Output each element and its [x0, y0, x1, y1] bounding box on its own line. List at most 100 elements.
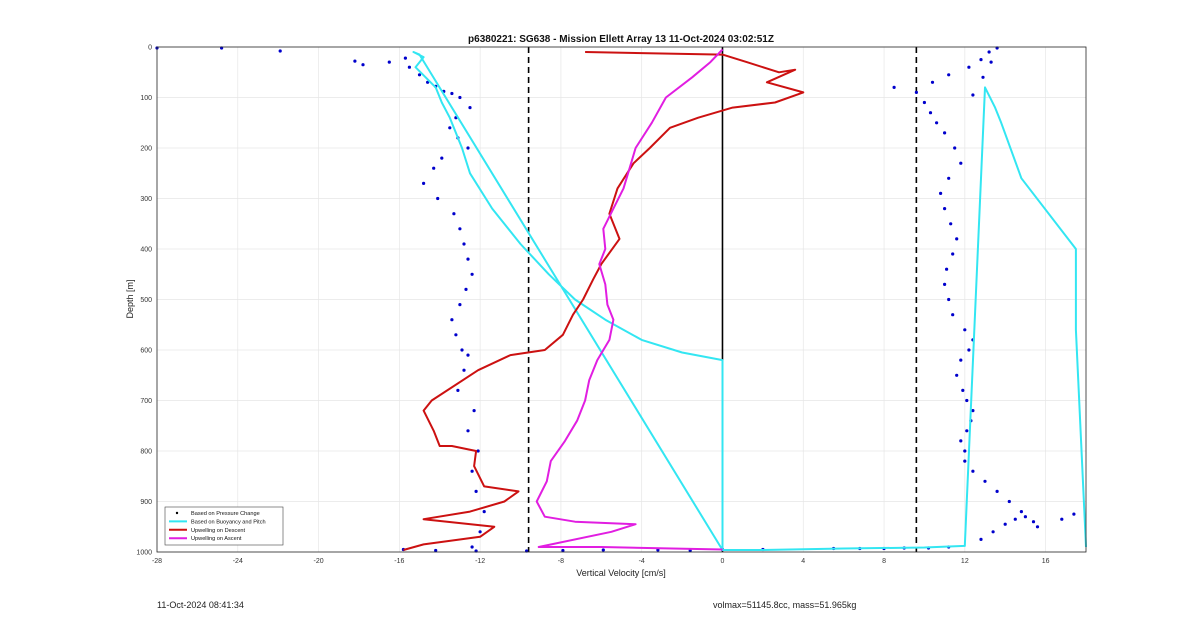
data-point — [470, 272, 474, 276]
data-point — [450, 91, 454, 96]
y-tick-label: 200 — [140, 146, 152, 153]
data-point — [971, 93, 975, 97]
x-tick-label: -8 — [558, 558, 564, 565]
data-point — [458, 303, 462, 307]
data-point — [947, 73, 951, 77]
series-2 — [403, 51, 805, 551]
data-point — [959, 439, 963, 443]
data-point — [476, 449, 480, 453]
x-tick-label: 16 — [1042, 558, 1050, 565]
data-point — [892, 85, 896, 89]
data-point — [979, 537, 983, 542]
data-point — [951, 313, 955, 317]
legend-label: Based on Buoyancy and Pitch — [191, 519, 266, 525]
x-tick-label: -4 — [639, 558, 645, 565]
x-tick-label: -24 — [233, 558, 243, 565]
y-tick-label: 600 — [140, 348, 152, 355]
y-tick-labels: 0 100 200 300 400 500 600 700 800 900 1000 — [136, 45, 152, 557]
data-point — [1023, 515, 1027, 519]
data-point — [961, 388, 965, 392]
data-point — [922, 100, 927, 105]
data-point — [1035, 525, 1040, 529]
data-point — [1031, 520, 1036, 524]
data-point — [448, 126, 452, 130]
data-point — [965, 429, 969, 433]
data-point — [943, 282, 947, 286]
x-axis-label: Vertical Velocity [cm/s] — [576, 568, 666, 578]
data-point — [963, 449, 967, 453]
data-point — [458, 227, 462, 231]
data-point — [955, 237, 959, 241]
x-tick-label: -12 — [475, 558, 485, 565]
data-point — [979, 58, 983, 62]
legend: Based on Pressure Change Based on Buoyanc… — [164, 506, 284, 546]
x-tick-label: -28 — [152, 558, 162, 565]
data-point — [963, 328, 967, 332]
series-3 — [535, 48, 724, 551]
data-point — [482, 510, 486, 514]
x-tick-label: 8 — [882, 558, 886, 565]
legend-label: Upwelling on Ascent — [191, 536, 242, 542]
data-point — [1013, 517, 1017, 521]
data-point — [353, 59, 357, 63]
data-point — [407, 65, 411, 69]
data-point — [951, 252, 955, 256]
y-tick-label: 800 — [140, 449, 152, 456]
data-point — [601, 548, 605, 552]
x-tick-label: -16 — [394, 558, 404, 565]
data-point — [460, 348, 464, 352]
series-1 — [412, 51, 1087, 551]
data-point — [967, 348, 971, 352]
x-tick-labels: -28 -24 -20 -16 -12 -8 -4 0 4 8 12 16 — [152, 558, 1050, 565]
data-point — [462, 368, 466, 372]
y-tick-label: 1000 — [136, 550, 152, 557]
x-tick-label: 4 — [801, 558, 805, 565]
data-point — [995, 489, 999, 493]
data-point — [1072, 512, 1076, 516]
data-point — [965, 398, 969, 403]
data-point — [468, 106, 472, 110]
y-tick-label: 700 — [140, 398, 152, 405]
data-point — [914, 90, 919, 94]
data-point — [967, 65, 971, 69]
grid — [156, 46, 1086, 553]
data-point — [470, 545, 474, 549]
legend-label: Upwelling on Descent — [191, 528, 246, 534]
data-point — [478, 530, 482, 534]
series-line — [535, 48, 724, 551]
series-group — [155, 46, 1087, 553]
data-point — [422, 181, 426, 185]
timestamp-footer: 11-Oct-2024 08:41:34 — [157, 600, 244, 610]
data-point — [464, 287, 468, 291]
data-point — [987, 50, 991, 54]
data-point — [953, 146, 957, 150]
data-point — [939, 191, 943, 195]
data-point — [450, 318, 454, 322]
data-point — [417, 73, 422, 77]
data-point — [403, 56, 407, 60]
data-point — [452, 212, 456, 216]
data-point — [928, 111, 933, 115]
data-point — [945, 267, 949, 271]
data-point — [436, 196, 440, 201]
data-point — [930, 80, 935, 84]
y-tick-label: 900 — [140, 499, 152, 506]
data-point — [991, 530, 995, 534]
x-tick-label: 12 — [961, 558, 969, 565]
y-tick-label: 500 — [140, 297, 152, 304]
data-point — [454, 333, 458, 337]
data-point — [947, 176, 951, 180]
chart-title: p6380221: SG638 - Mission Ellett Array 1… — [468, 34, 774, 45]
data-point — [1003, 522, 1007, 526]
data-point — [943, 131, 947, 135]
data-point — [456, 388, 460, 392]
data-point — [466, 146, 470, 150]
data-point — [458, 95, 462, 100]
data-point — [466, 353, 470, 357]
legend-label: Based on Pressure Change — [191, 511, 260, 517]
data-point — [361, 63, 365, 67]
legend-marker — [175, 511, 179, 515]
y-tick-label: 400 — [140, 247, 152, 254]
x-tick-label: -20 — [314, 558, 324, 565]
